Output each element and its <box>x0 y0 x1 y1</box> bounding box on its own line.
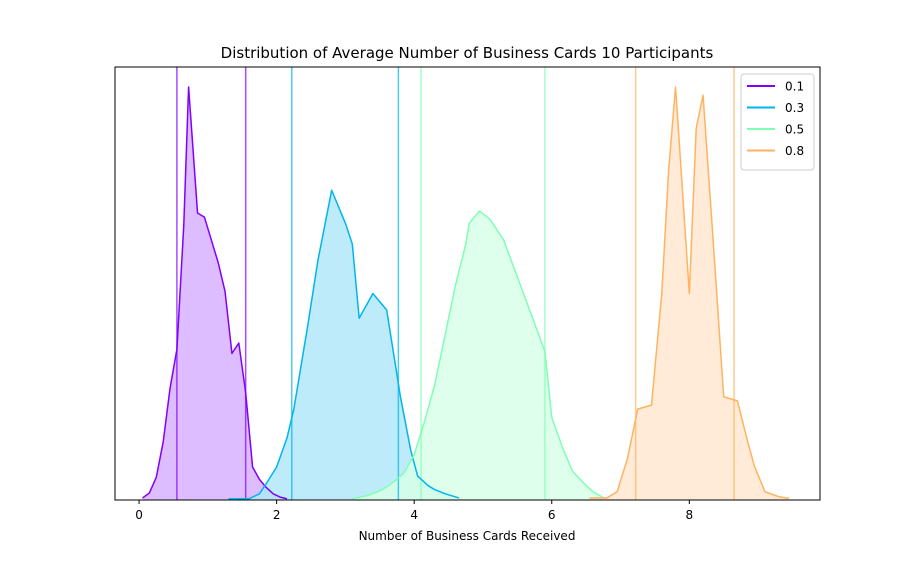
series-line-0 <box>142 86 288 500</box>
series-fill-1 <box>228 190 459 500</box>
x-axis-label: Number of Business Cards Received <box>359 529 576 543</box>
series-line-2 <box>352 210 604 500</box>
plot-frame <box>114 66 821 501</box>
series-fill-2 <box>352 210 604 500</box>
plot-area <box>142 67 790 500</box>
x-tick-label-4: 8 <box>685 508 693 522</box>
x-tick-label-0: 0 <box>135 508 143 522</box>
x-tick-label-2: 4 <box>410 508 418 522</box>
x-tick-label-1: 2 <box>273 508 281 522</box>
series-line-1 <box>228 189 460 500</box>
x-axis: 0 2 4 6 8 <box>135 500 693 522</box>
series-fill-0 <box>142 87 287 500</box>
legend: 0.1 0.3 0.5 0.8 <box>740 73 815 171</box>
legend-label-3: 0.8 <box>785 144 804 158</box>
legend-label-2: 0.5 <box>785 123 804 137</box>
legend-label-1: 0.3 <box>785 101 804 115</box>
legend-label-0: 0.1 <box>785 80 804 94</box>
legend-box <box>740 73 815 171</box>
x-tick-label-3: 6 <box>548 508 556 522</box>
chart-title: Distribution of Average Number of Busine… <box>221 44 714 62</box>
series-line-3 <box>589 86 790 500</box>
